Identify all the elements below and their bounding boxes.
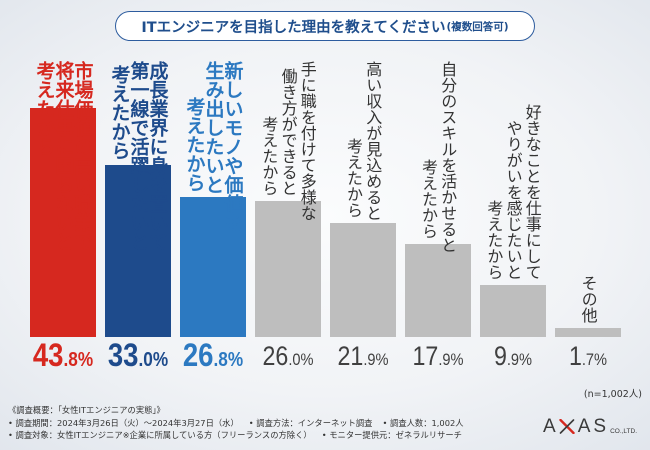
category-label-4: 手に職を付けて多様な 働き方ができると 考えたから xyxy=(259,61,317,221)
value-integer-part: 17 xyxy=(412,341,439,371)
value-label-4: 26.0% xyxy=(262,343,313,370)
bar-7 xyxy=(480,285,546,337)
logo-letter: A xyxy=(577,416,591,437)
survey-target: • 調査対象：女性ITエンジニア※企業に所属している方（フリーランスの方除く） xyxy=(8,430,312,440)
category-label-2: 成長業界に身を置いて 第一線で活躍したいと 考えたから xyxy=(108,61,169,251)
value-integer-part: 43 xyxy=(32,337,64,373)
value-label-5: 21.9% xyxy=(337,343,388,370)
value-integer-part: 9 xyxy=(493,341,507,371)
value-decimal-part: .8% xyxy=(63,349,94,371)
survey-period: • 調査期間：2024年3月26日（火）～2024年3月27日（水） xyxy=(8,417,239,428)
bar-6 xyxy=(405,243,471,337)
survey-respondents: • 調査人数：1,002人 xyxy=(382,417,464,428)
value-label-6: 17.9% xyxy=(412,343,463,370)
value-integer-part: 26 xyxy=(262,341,289,371)
bar-2 xyxy=(105,164,171,337)
value-decimal-part: .8% xyxy=(213,349,244,371)
value-label-3: 26.8% xyxy=(183,339,243,371)
value-integer-part: 26 xyxy=(182,337,214,373)
value-decimal-part: .9% xyxy=(363,350,389,369)
logo-suffix: CO.,LTD. xyxy=(610,428,638,435)
survey-row-2: • 調査対象：女性ITエンジニア※企業に所属している方（フリーランスの方除く） … xyxy=(8,429,464,442)
bar-1 xyxy=(30,108,96,337)
bar-chart: 市場価値の高い職業で 将来仕事に困らないと 考えたから市場価値の高い職業で 将来… xyxy=(30,61,621,371)
category-label-5: 高い収入が見込めると 考えたから xyxy=(344,61,383,221)
value-label-8: 1.7% xyxy=(569,343,607,370)
sample-size-note: (n=1,002人) xyxy=(583,389,642,400)
bar-3 xyxy=(180,197,246,337)
chart-subtitle: (複数回答可) xyxy=(446,20,509,33)
value-label-7: 9.9% xyxy=(494,343,532,370)
value-decimal-part: .0% xyxy=(288,350,314,369)
value-integer-part: 33 xyxy=(107,337,139,373)
survey-heading-row: 《調査概要：「女性ITエンジニアの実態」》 xyxy=(8,404,464,417)
logo-letter: S xyxy=(593,416,607,437)
value-decimal-part: .9% xyxy=(506,350,533,369)
value-label-1: 43.8% xyxy=(33,339,93,371)
category-label-7: 好きなことを仕事にして やりがいを感じたいと 考えたから xyxy=(484,104,542,281)
survey-overview: 《調査概要：「女性ITエンジニアの実態」》 • 調査期間：2024年3月26日（… xyxy=(8,404,464,442)
category-label-3: 新しいモノや価値を 生み出したいと 考えたから xyxy=(183,61,244,232)
survey-monitor-provider: • モニター提供元：ゼネラルリサーチ xyxy=(321,430,462,440)
survey-row-1: • 調査期間：2024年3月26日（火）～2024年3月27日（水） • 調査方… xyxy=(8,417,464,430)
value-decimal-part: .9% xyxy=(438,350,464,369)
bar-4 xyxy=(255,201,321,337)
survey-method: • 調査方法：インターネット調査 xyxy=(248,417,373,428)
chart-title: ITエンジニアを目指した理由を教えてください xyxy=(141,19,446,36)
bar-5 xyxy=(330,222,396,337)
survey-heading: 《調査概要：「女性ITエンジニアの実態」》 xyxy=(8,405,165,415)
category-label-1: 市場価値の高い職業で 将来仕事に困らないと 考えたから xyxy=(34,61,94,251)
value-integer-part: 1 xyxy=(568,341,582,371)
logo-x-mark xyxy=(558,419,575,434)
value-decimal-part: .7% xyxy=(581,350,608,369)
value-label-2: 33.0% xyxy=(108,339,168,371)
chart-title-pill: ITエンジニアを目指した理由を教えてください (複数回答可) xyxy=(115,11,535,41)
category-label-8: その他 xyxy=(578,275,598,324)
category-label-6: 自分のスキルを活かせると 考えたから xyxy=(419,61,458,253)
bar-8 xyxy=(555,328,621,337)
logo-letter: A xyxy=(543,416,556,437)
value-integer-part: 21 xyxy=(337,341,364,371)
value-decimal-part: .0% xyxy=(138,349,169,371)
